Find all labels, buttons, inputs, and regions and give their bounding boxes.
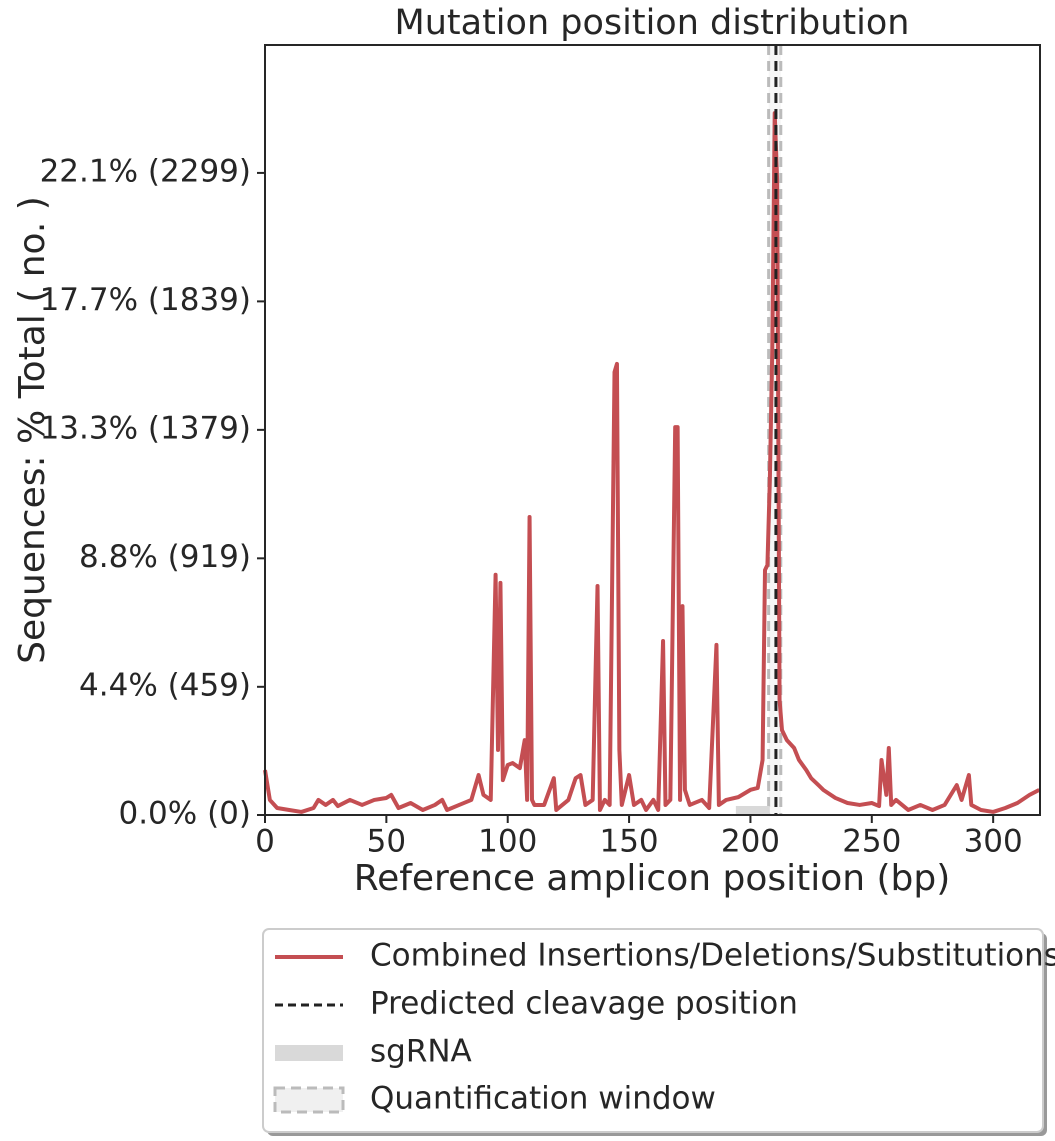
x-tick-label: 50	[367, 824, 406, 860]
y-tick-label: 8.8% (919)	[79, 539, 251, 575]
y-tick-label: 0.0% (0)	[118, 796, 251, 832]
x-axis-label: Reference amplicon position (bp)	[354, 858, 951, 899]
y-tick-label: 4.4% (459)	[79, 667, 251, 703]
x-tick-label: 200	[721, 824, 780, 860]
y-axis-label: Sequences: % Total ( no. )	[12, 196, 53, 664]
y-tick-label: 13.3% (1379)	[40, 410, 251, 446]
plot-area	[263, 44, 1041, 816]
x-tick-label: 0	[255, 824, 275, 860]
x-tick-label: 150	[599, 824, 658, 860]
legend-label: Quantification window	[370, 1081, 716, 1117]
sgrna-bar	[735, 806, 770, 815]
x-tick-label: 250	[842, 824, 901, 860]
legend-label: Combined Insertions/Deletions/Substituti…	[370, 938, 1055, 974]
legend-swatch	[275, 1045, 343, 1061]
legend-swatch	[273, 1086, 345, 1114]
x-tick-label: 300	[964, 824, 1023, 860]
y-tick-label: 22.1% (2299)	[40, 153, 251, 189]
chart-title: Mutation position distribution	[395, 3, 910, 43]
legend	[262, 928, 1044, 1133]
legend-label: Predicted cleavage position	[370, 986, 798, 1022]
y-tick-label: 17.7% (1839)	[40, 282, 251, 318]
plot-frame	[264, 44, 1041, 816]
legend-label: sgRNA	[370, 1034, 472, 1070]
data-line	[263, 111, 1041, 814]
legend-entries: Combined Insertions/Deletions/Substituti…	[273, 938, 1055, 1117]
x-tick-label: 100	[478, 824, 537, 860]
